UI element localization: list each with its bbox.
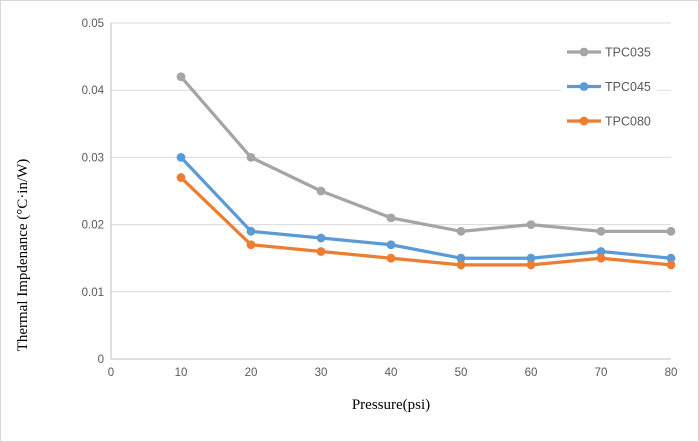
data-point-TPC045-80 [666,253,676,263]
data-point-TPC035-60 [526,220,536,230]
legend-marker-icon-TPC080 [579,116,589,126]
data-point-TPC035-40 [386,213,396,223]
legend-marker-icon-TPC035 [579,47,589,57]
data-point-TPC035-70 [596,226,606,236]
series-line-TPC045 [179,155,673,260]
x-tick-label-80: 80 [665,367,678,379]
legend-item-TPC035: TPC035 [561,41,657,63]
legend-label-TPC035: TPC035 [605,46,651,60]
data-point-TPC080-50 [456,260,466,270]
data-point-TPC080-20 [246,240,256,250]
x-tick-label-40: 40 [385,367,398,379]
series-group [176,72,676,270]
data-point-TPC080-40 [386,253,396,263]
data-point-TPC080-30 [316,247,326,256]
data-point-TPC045-20 [246,226,256,236]
series-line-TPC080 [179,175,673,267]
y-tick-label-0.04: 0.04 [82,85,105,97]
legend-item-TPC080: TPC080 [561,110,657,132]
x-tick-label-10: 10 [175,367,188,379]
data-point-TPC045-40 [386,240,396,250]
data-point-TPC045-30 [316,233,326,243]
data-point-TPC035-80 [666,226,676,236]
legend-item-bg [561,41,657,63]
series-line-TPC035 [179,75,673,233]
data-point-TPC035-20 [246,153,256,162]
data-point-TPC045-10 [176,153,186,162]
data-point-TPC080-80 [666,260,676,270]
data-point-TPC035-30 [316,186,326,196]
x-tick-label-30: 30 [315,367,328,379]
data-point-TPC045-70 [596,247,606,256]
y-tick-label-0.05: 0.05 [82,18,104,30]
x-tick-label-20: 20 [245,367,258,379]
x-tick-label-50: 50 [455,367,468,379]
legend-label-TPC045: TPC045 [605,80,651,94]
data-point-TPC080-60 [526,260,536,270]
x-axis-title: Pressure(psi) [352,397,430,413]
axes-group: 0 0.01 0.02 0.03 0.04 0.05 0 10 20 30 40 50 60 70 80 [82,18,678,379]
legend-group: TPC035 TPC045 TPC080 [561,41,657,132]
data-point-TPC035-50 [456,226,466,236]
data-point-TPC045-50 [456,253,466,263]
x-tick-label-0: 0 [108,367,114,379]
data-point-TPC035-10 [176,72,186,82]
y-tick-label-0.02: 0.02 [82,220,104,232]
x-tick-label-60: 60 [525,367,538,379]
legend-marker-icon-TPC045 [579,82,589,91]
legend-item-bg [561,75,657,98]
data-point-TPC045-60 [526,253,536,263]
data-point-TPC080-70 [596,253,606,263]
legend-label-TPC080: TPC080 [605,115,651,129]
y-tick-label-0: 0 [98,354,104,366]
data-point-TPC080-10 [176,173,186,182]
y-tick-label-0.01: 0.01 [82,287,104,299]
x-tick-label-70: 70 [595,367,608,379]
y-tick-label-0.03: 0.03 [82,152,104,164]
legend-item-bg [561,110,657,132]
legend-item-TPC045: TPC045 [561,75,657,98]
y-axis-title: Thermal Impdenance (°C·in/W) [15,159,31,352]
